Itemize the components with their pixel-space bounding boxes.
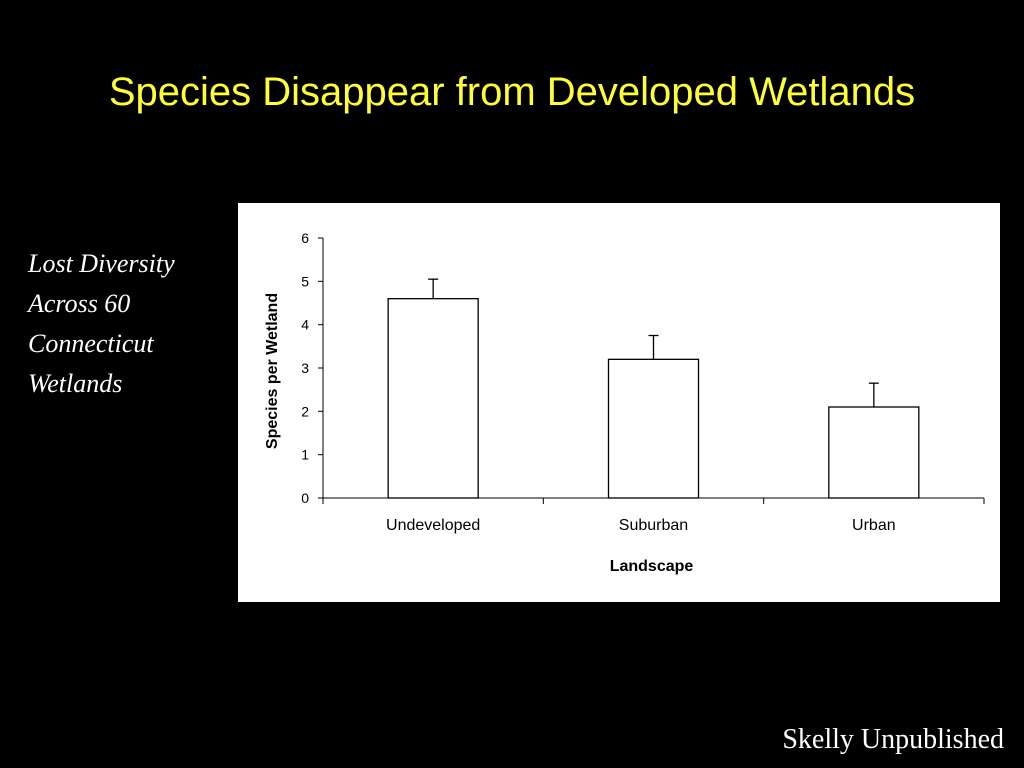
chart-panel: 0 1 2 3 4 5 6 Undeveloped Suburban Urban Landscape…: [238, 203, 1000, 602]
y-tick-label: 6: [301, 230, 309, 246]
credit: Skelly Unpublished: [782, 724, 1004, 755]
bar-suburban: [607, 358, 700, 499]
x-tick-label: Undeveloped: [386, 517, 480, 534]
bar-urban: [828, 406, 920, 499]
x-tick-label: Urban: [852, 517, 896, 534]
y-tick-label: 0: [301, 490, 309, 506]
bar-undeveloped: [387, 298, 479, 499]
x-axis-title: Landscape: [610, 558, 694, 575]
caption-line: Wetlands: [28, 369, 123, 398]
y-tick-label: 5: [301, 273, 309, 289]
caption-line: Lost Diversity: [28, 249, 175, 278]
y-tick-label: 4: [301, 317, 309, 333]
bar-chart: 0 1 2 3 4 5 6 Undeveloped Suburban Urban Landscape…: [264, 230, 985, 575]
y-tick-label: 3: [301, 360, 309, 376]
x-tick-label: Suburban: [619, 517, 688, 534]
slide-title: Species Disappear from Developed Wetland…: [108, 70, 916, 114]
y-axis-title: Species per Wetland: [264, 293, 281, 449]
caption-line: Connecticut: [28, 329, 154, 358]
y-tick-label: 1: [301, 447, 309, 463]
caption-line: Across 60: [28, 289, 131, 318]
y-tick-label: 2: [301, 403, 309, 419]
side-caption: Lost Diversity Across 60 Connecticut Wet…: [28, 244, 233, 404]
